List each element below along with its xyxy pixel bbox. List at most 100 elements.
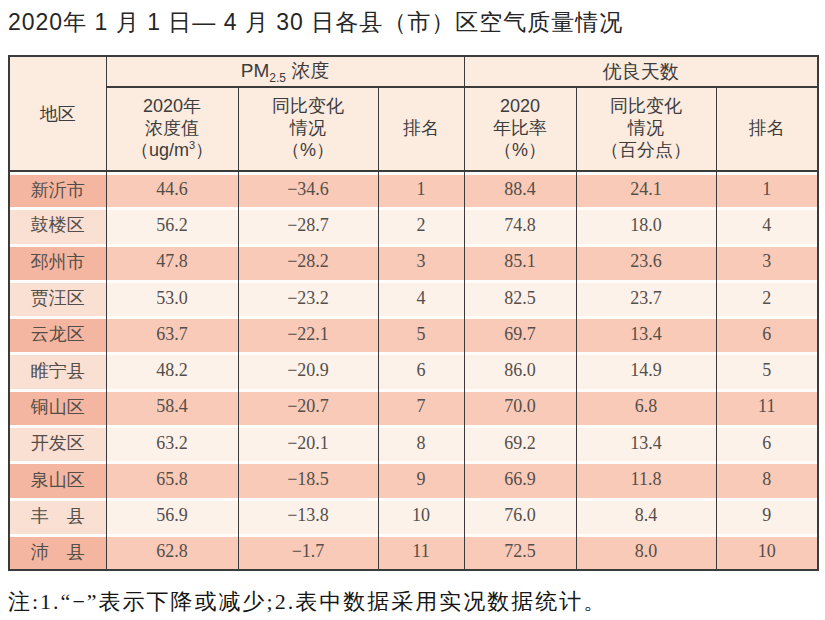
pm-rank-cell: 7 <box>378 389 464 425</box>
good-ratio-cell: 69.7 <box>464 316 576 352</box>
good-rank-cell: 10 <box>716 534 818 570</box>
good-change-cell: 14.9 <box>576 352 716 388</box>
pm-rank-cell: 6 <box>378 352 464 388</box>
good-ratio-cell: 72.5 <box>464 534 576 570</box>
good-ratio-cell: 88.4 <box>464 171 576 207</box>
pm-change-cell: −22.1 <box>238 316 378 352</box>
pm-value-cell: 48.2 <box>106 352 238 388</box>
table-row: 云龙区63.7−22.1569.713.46 <box>9 316 818 352</box>
good-rank-cell: 9 <box>716 498 818 534</box>
region-cell: 睢宁县 <box>9 352 106 388</box>
good-rank-cell: 8 <box>716 461 818 497</box>
pm-value-cell: 47.8 <box>106 244 238 280</box>
pm-value-cell: 53.0 <box>106 280 238 316</box>
footnote: 注:1.“−”表示下降或减少;2.表中数据采用实况数据统计。 <box>8 587 825 617</box>
pm-change-cell: −23.2 <box>238 280 378 316</box>
good-rank-cell: 5 <box>716 352 818 388</box>
region-cell: 泉山区 <box>9 461 106 497</box>
pm-rank-cell: 9 <box>378 461 464 497</box>
region-cell: 贾汪区 <box>9 280 106 316</box>
table-row: 鼓楼区56.2−28.7274.818.04 <box>9 207 818 243</box>
table-row: 泉山区65.8−18.5966.911.88 <box>9 461 818 497</box>
good-rank-cell: 3 <box>716 244 818 280</box>
pm-value-cell: 65.8 <box>106 461 238 497</box>
region-cell: 铜山区 <box>9 389 106 425</box>
pm-change-cell: −20.7 <box>238 389 378 425</box>
table-row: 邳州市47.8−28.2385.123.63 <box>9 244 818 280</box>
good-change-cell: 18.0 <box>576 207 716 243</box>
good-ratio-cell: 82.5 <box>464 280 576 316</box>
air-quality-table: 地区 PM2.5 浓度 优良天数 2020年 浓度值（ug/m3） 同比变化 情… <box>8 55 819 571</box>
table-row: 丰 县56.9−13.81076.08.49 <box>9 498 818 534</box>
region-cell: 丰 县 <box>9 498 106 534</box>
pm-value-cell: 58.4 <box>106 389 238 425</box>
good-change-cell: 24.1 <box>576 171 716 207</box>
page-title: 2020年 1 月 1 日— 4 月 30 日各县（市）区空气质量情况 <box>8 7 825 38</box>
table-row: 铜山区58.4−20.7770.06.811 <box>9 389 818 425</box>
good-ratio-cell: 70.0 <box>464 389 576 425</box>
pm-rank-cell: 11 <box>378 534 464 570</box>
good-ratio-cell: 69.2 <box>464 425 576 461</box>
table-row: 沛 县62.8−1.71172.58.010 <box>9 534 818 570</box>
column-header-good-rank: 排名 <box>716 87 818 171</box>
good-ratio-cell: 76.0 <box>464 498 576 534</box>
good-rank-cell: 6 <box>716 425 818 461</box>
good-rank-cell: 2 <box>716 280 818 316</box>
table-row: 开发区63.2−20.1869.213.46 <box>9 425 818 461</box>
good-rank-cell: 1 <box>716 171 818 207</box>
table-row: 贾汪区53.0−23.2482.523.72 <box>9 280 818 316</box>
good-change-cell: 8.4 <box>576 498 716 534</box>
region-cell: 沛 县 <box>9 534 106 570</box>
good-ratio-cell: 66.9 <box>464 461 576 497</box>
pm-value-cell: 56.2 <box>106 207 238 243</box>
good-change-cell: 13.4 <box>576 316 716 352</box>
good-ratio-cell: 85.1 <box>464 244 576 280</box>
pm-value-cell: 63.7 <box>106 316 238 352</box>
column-group-pm25: PM2.5 浓度 <box>106 56 464 87</box>
pm-rank-cell: 5 <box>378 316 464 352</box>
pm-value-cell: 44.6 <box>106 171 238 207</box>
pm-value-cell: 62.8 <box>106 534 238 570</box>
pm-change-cell: −28.7 <box>238 207 378 243</box>
good-rank-cell: 11 <box>716 389 818 425</box>
table-row: 新沂市44.6−34.6188.424.11 <box>9 171 818 207</box>
good-change-cell: 8.0 <box>576 534 716 570</box>
column-header-region: 地区 <box>9 56 106 171</box>
good-ratio-cell: 74.8 <box>464 207 576 243</box>
pm-change-cell: −18.5 <box>238 461 378 497</box>
column-header-pm-rank: 排名 <box>378 87 464 171</box>
table-row: 睢宁县48.2−20.9686.014.95 <box>9 352 818 388</box>
pm-rank-cell: 4 <box>378 280 464 316</box>
pm-value-cell: 56.9 <box>106 498 238 534</box>
pm-change-cell: −20.1 <box>238 425 378 461</box>
pm-change-cell: −1.7 <box>238 534 378 570</box>
column-header-pm-change: 同比变化 情况 （%） <box>238 87 378 171</box>
region-cell: 云龙区 <box>9 316 106 352</box>
column-header-good-ratio: 2020 年比率 （%） <box>464 87 576 171</box>
good-change-cell: 11.8 <box>576 461 716 497</box>
good-change-cell: 23.7 <box>576 280 716 316</box>
pm-rank-cell: 8 <box>378 425 464 461</box>
column-group-good-days: 优良天数 <box>464 56 818 87</box>
pm-rank-cell: 10 <box>378 498 464 534</box>
region-cell: 邳州市 <box>9 244 106 280</box>
pm-change-cell: −13.8 <box>238 498 378 534</box>
good-ratio-cell: 86.0 <box>464 352 576 388</box>
good-change-cell: 6.8 <box>576 389 716 425</box>
good-rank-cell: 6 <box>716 316 818 352</box>
good-rank-cell: 4 <box>716 207 818 243</box>
good-change-cell: 13.4 <box>576 425 716 461</box>
pm-change-cell: −28.2 <box>238 244 378 280</box>
pm-change-cell: −34.6 <box>238 171 378 207</box>
region-cell: 新沂市 <box>9 171 106 207</box>
region-cell: 鼓楼区 <box>9 207 106 243</box>
column-header-good-change: 同比变化 情况 （百分点） <box>576 87 716 171</box>
region-cell: 开发区 <box>9 425 106 461</box>
pm-value-cell: 63.2 <box>106 425 238 461</box>
pm-change-cell: −20.9 <box>238 352 378 388</box>
good-change-cell: 23.6 <box>576 244 716 280</box>
pm-rank-cell: 3 <box>378 244 464 280</box>
pm-rank-cell: 1 <box>378 171 464 207</box>
column-header-pm-value: 2020年 浓度值（ug/m3） <box>106 87 238 171</box>
pm-rank-cell: 2 <box>378 207 464 243</box>
